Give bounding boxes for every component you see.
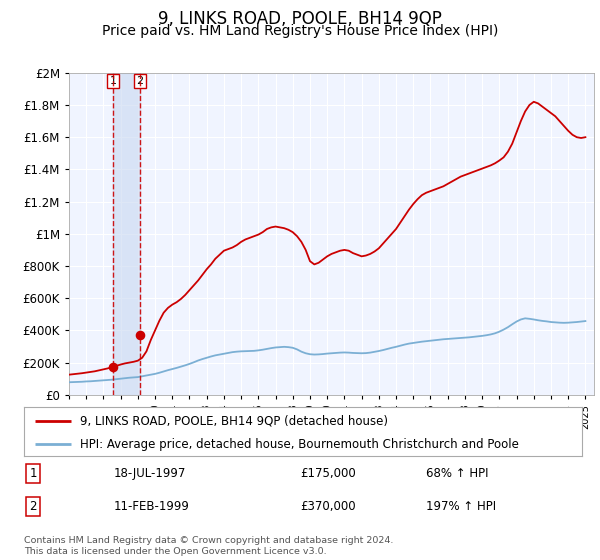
Text: 2: 2	[136, 76, 143, 86]
Text: 1: 1	[109, 76, 116, 86]
Text: £175,000: £175,000	[300, 466, 356, 480]
Text: HPI: Average price, detached house, Bournemouth Christchurch and Poole: HPI: Average price, detached house, Bour…	[80, 437, 518, 451]
Text: £370,000: £370,000	[300, 500, 356, 514]
Text: 197% ↑ HPI: 197% ↑ HPI	[426, 500, 496, 514]
Text: 11-FEB-1999: 11-FEB-1999	[114, 500, 190, 514]
Text: 2: 2	[29, 500, 37, 514]
Text: 18-JUL-1997: 18-JUL-1997	[114, 466, 187, 480]
Text: 9, LINKS ROAD, POOLE, BH14 9QP (detached house): 9, LINKS ROAD, POOLE, BH14 9QP (detached…	[80, 414, 388, 427]
Text: 1: 1	[29, 466, 37, 480]
Text: 9, LINKS ROAD, POOLE, BH14 9QP: 9, LINKS ROAD, POOLE, BH14 9QP	[158, 10, 442, 28]
Text: Price paid vs. HM Land Registry's House Price Index (HPI): Price paid vs. HM Land Registry's House …	[102, 24, 498, 38]
Point	[108, 362, 118, 371]
Bar	[113, 73, 140, 395]
Point	[135, 331, 145, 340]
Text: Contains HM Land Registry data © Crown copyright and database right 2024.
This d: Contains HM Land Registry data © Crown c…	[24, 536, 394, 556]
Text: 68% ↑ HPI: 68% ↑ HPI	[426, 466, 488, 480]
